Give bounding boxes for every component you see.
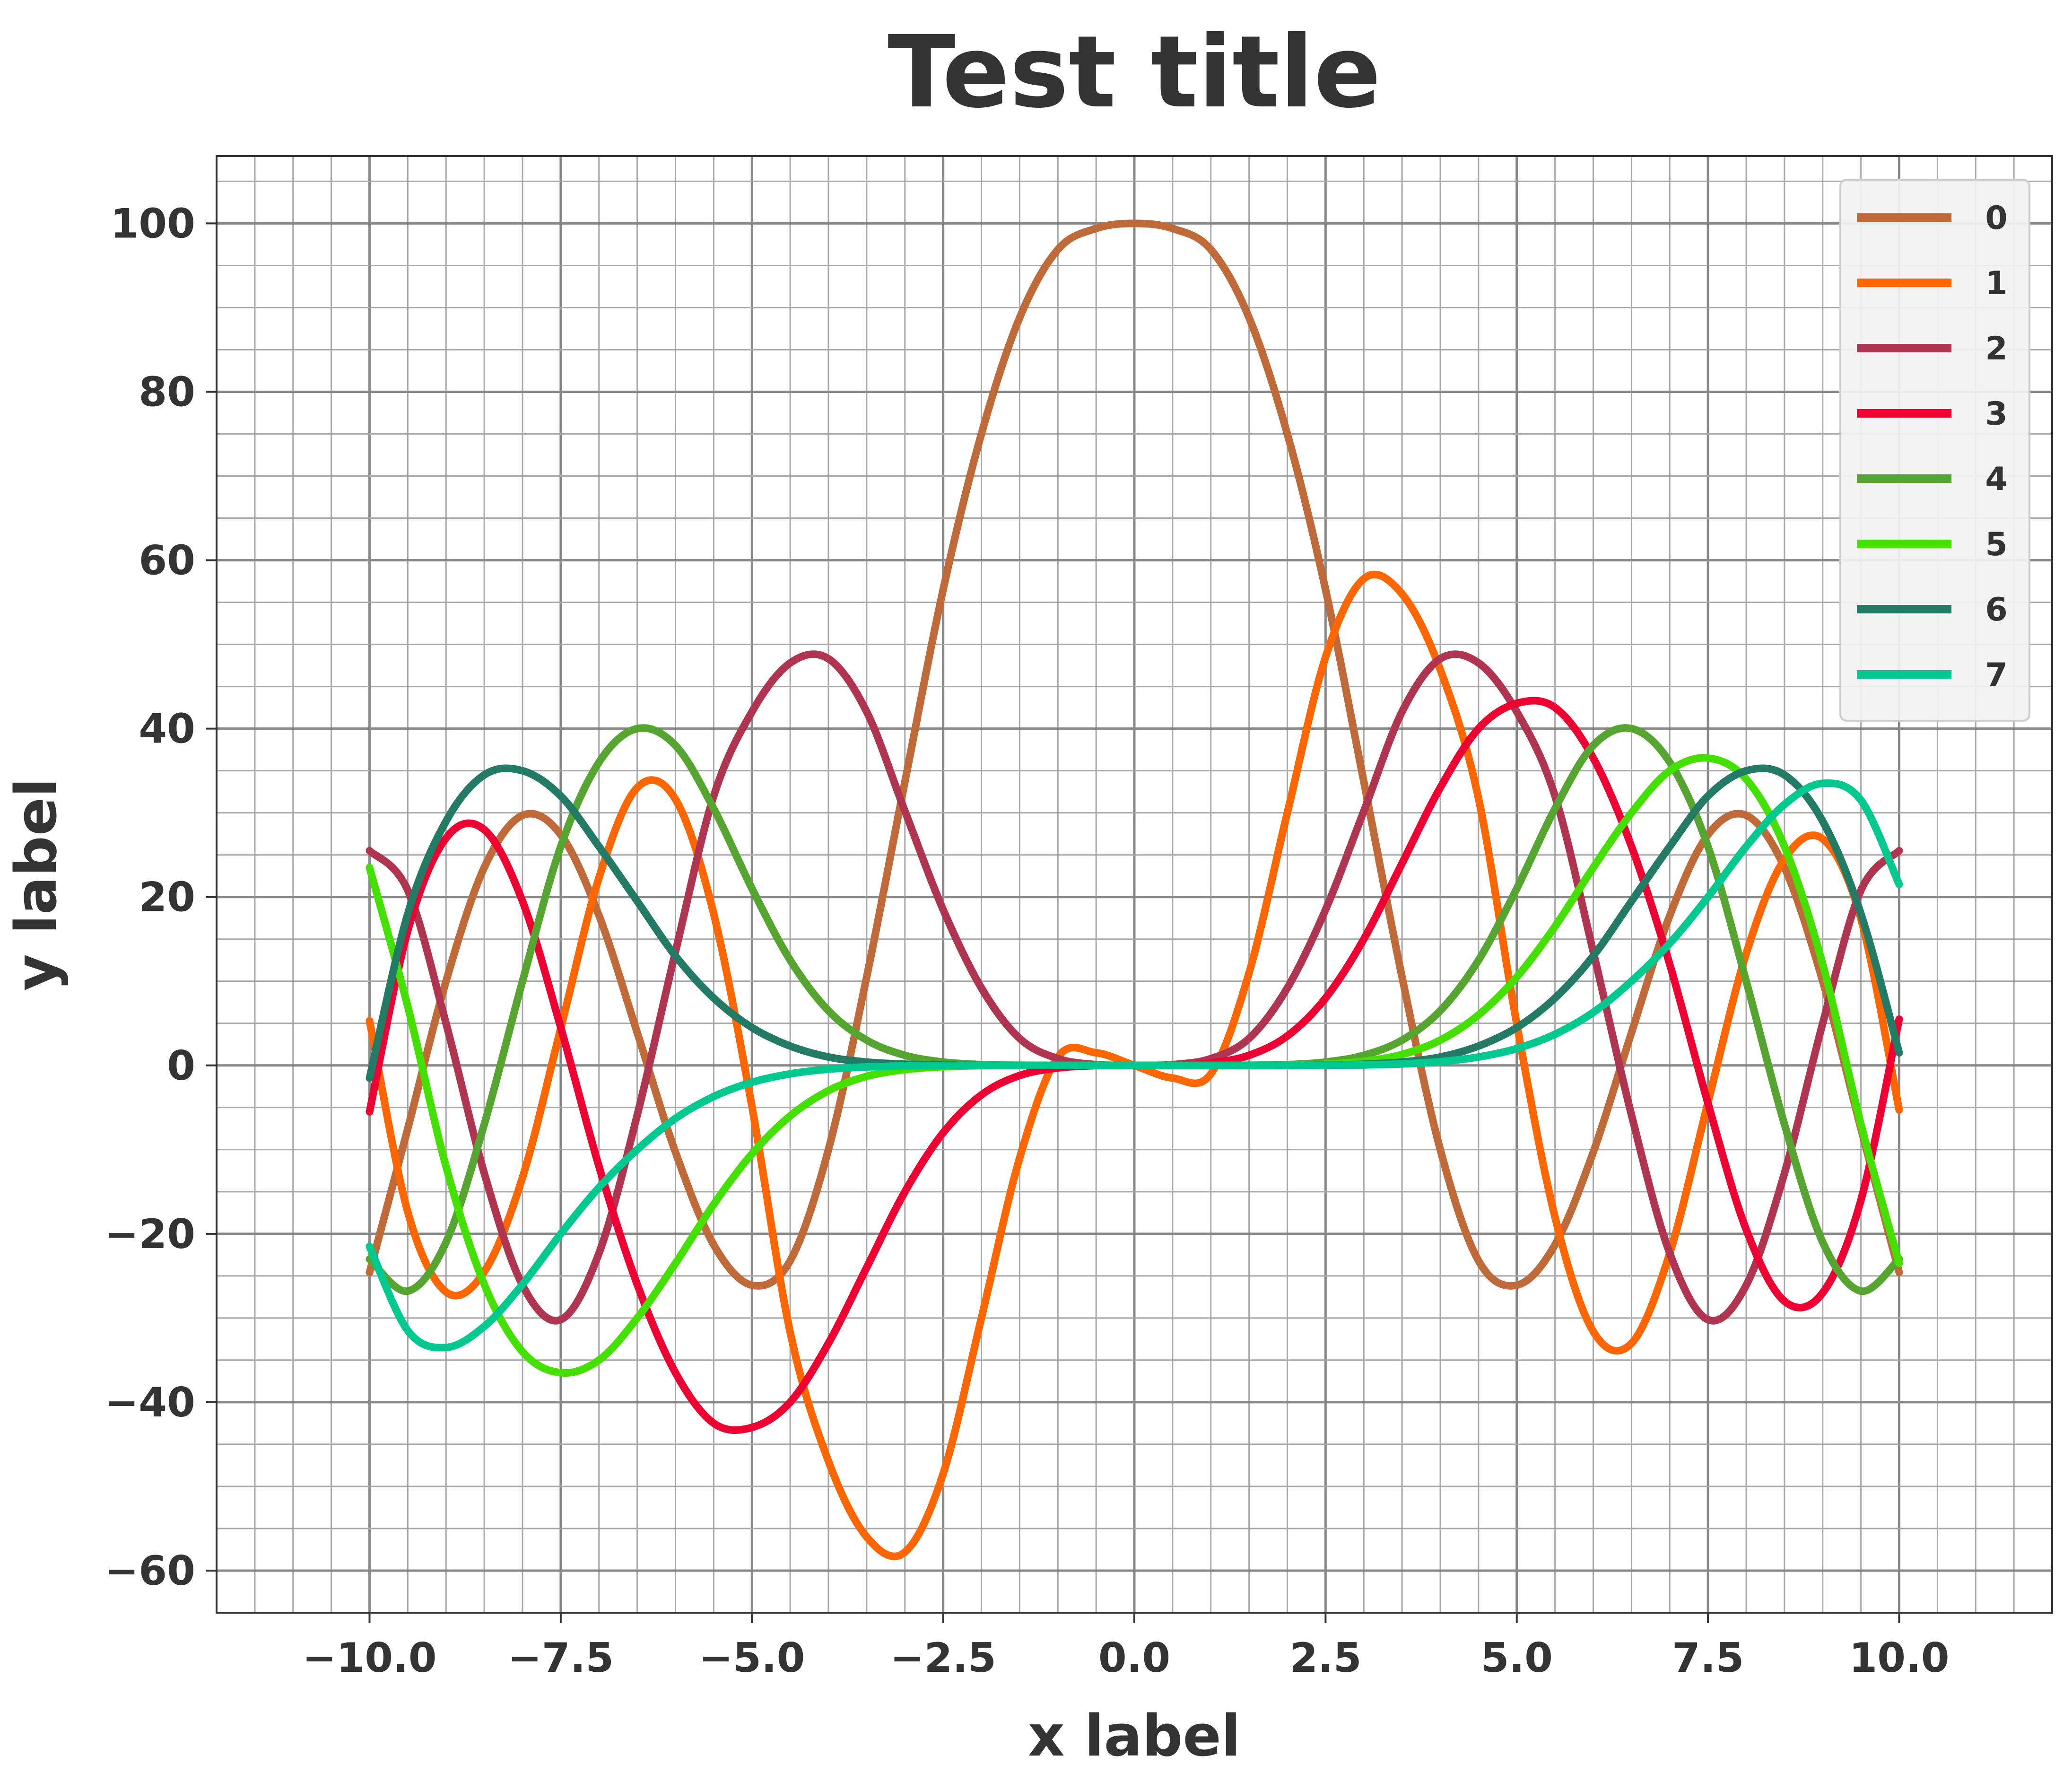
x-axis-label: x label (1028, 1704, 1241, 1769)
grid (216, 156, 2053, 1614)
x-tick-label: 0.0 (1098, 1634, 1170, 1682)
x-tick-label: 5.0 (1481, 1634, 1553, 1682)
legend-label-0: 0 (1985, 200, 2007, 237)
series-line-7 (366, 779, 1903, 1352)
y-tick-label: 80 (139, 368, 195, 416)
y-tick-label: −40 (104, 1379, 195, 1426)
series-lines (366, 219, 1903, 1560)
y-tick-label: 40 (139, 706, 195, 753)
chart-title: Test title (888, 14, 1381, 130)
legend-box (1839, 179, 2030, 722)
x-tick-label: 2.5 (1289, 1634, 1361, 1682)
legend-label-7: 7 (1985, 656, 2007, 694)
legend-label-1: 1 (1985, 265, 2007, 302)
y-tick-label: 100 (110, 200, 195, 247)
x-tick-label: −2.5 (890, 1634, 996, 1682)
y-tick-label: −60 (104, 1547, 195, 1595)
legend-label-5: 5 (1985, 526, 2007, 563)
y-tick-label: 60 (139, 537, 195, 585)
legend-label-4: 4 (1985, 461, 2007, 498)
y-tick-label: 20 (139, 874, 195, 921)
legend-label-3: 3 (1985, 395, 2007, 433)
y-tick-label: 0 (167, 1042, 195, 1090)
y-tick-label: −20 (104, 1211, 195, 1258)
ticks: −10.0 −7.5 −5.0 −2.5 0.0 2.5 5.0 7.5 10.0 −60 −40 −… (104, 200, 1949, 1682)
x-tick-label: 10.0 (1849, 1634, 1949, 1682)
legend: 0 1 2 3 4 5 6 7 (1839, 179, 2030, 722)
legend-label-2: 2 (1985, 330, 2007, 367)
series-line-0 (366, 219, 1903, 1290)
y-axis-label: y label (4, 778, 70, 991)
x-tick-label: −5.0 (699, 1634, 805, 1682)
x-tick-label: −7.5 (508, 1634, 614, 1682)
x-tick-label: 7.5 (1672, 1634, 1744, 1682)
legend-label-6: 6 (1985, 591, 2007, 629)
x-tick-label: −10.0 (302, 1634, 436, 1682)
